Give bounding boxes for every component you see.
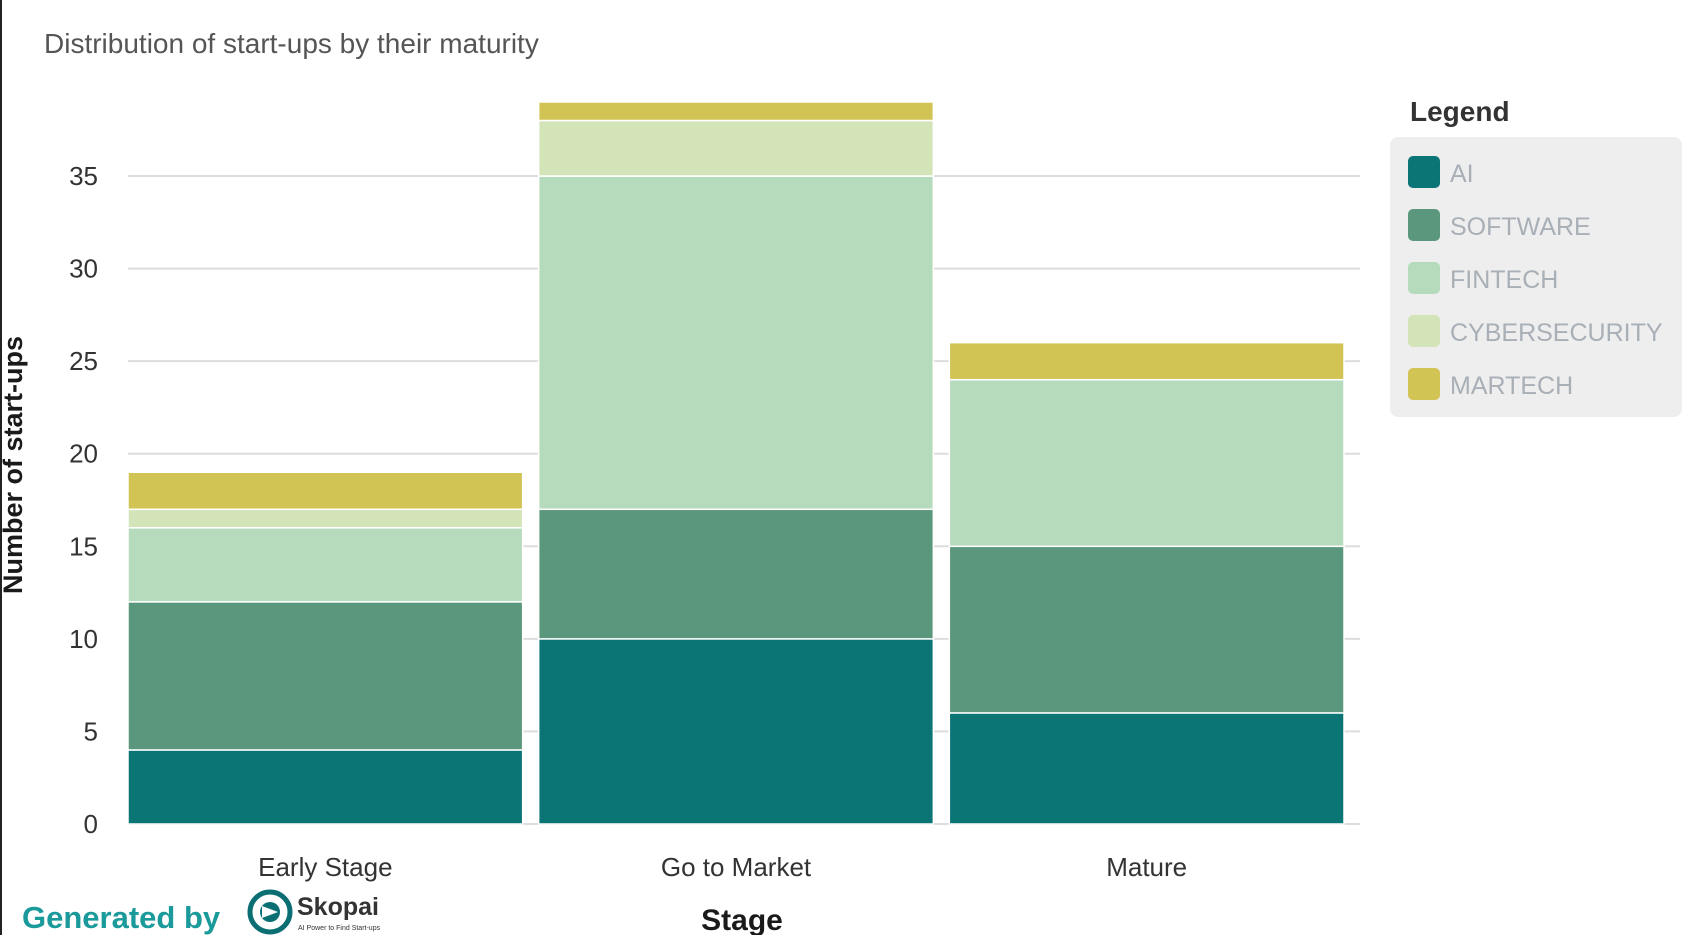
footer-branding: Generated by Skopai AI Power to Find Sta… xyxy=(22,889,381,935)
bar-segment-ai-2 xyxy=(948,712,1345,825)
legend-swatch-martech xyxy=(1408,368,1440,400)
legend-swatch-cybersecurity xyxy=(1408,315,1440,347)
x-tick-label: Go to Market xyxy=(661,852,812,882)
y-tick-label: 0 xyxy=(84,809,98,839)
x-tick-label: Early Stage xyxy=(258,852,392,882)
legend-title: Legend xyxy=(1410,96,1510,127)
bar-segment-martech-1 xyxy=(537,101,935,122)
chart-title: Distribution of start-ups by their matur… xyxy=(44,28,539,59)
x-tick-label: Mature xyxy=(1106,852,1187,882)
skopai-logo-icon xyxy=(247,889,293,935)
legend-swatch-software xyxy=(1408,209,1440,241)
legend-items: AI SOFTWARE FINTECH CYBERSECURITY MARTECH xyxy=(1408,156,1663,400)
x-axis-label: Stage xyxy=(701,904,783,935)
legend-box xyxy=(1390,137,1682,417)
x-axis-ticks: Early Stage Go to Market Mature xyxy=(258,852,1187,882)
y-axis-ticks: 0 5 10 15 20 25 30 35 xyxy=(69,161,98,839)
brand-tagline: AI Power to Find Start-ups xyxy=(298,925,381,932)
legend-label-martech: MARTECH xyxy=(1450,372,1573,400)
bar-segment-cybersecurity-0 xyxy=(127,508,524,529)
bar-segment-fintech-1 xyxy=(537,175,935,511)
legend-swatch-ai xyxy=(1408,156,1440,188)
legend-swatch-fintech xyxy=(1408,262,1440,294)
y-tick-label: 15 xyxy=(69,531,98,561)
legend-label-fintech: FINTECH xyxy=(1450,266,1558,294)
legend-label-ai: AI xyxy=(1450,160,1474,188)
bar-segment-software-0 xyxy=(127,601,524,751)
bar-segment-ai-1 xyxy=(537,638,935,825)
bar-segment-fintech-0 xyxy=(127,527,524,603)
y-tick-label: 35 xyxy=(69,161,98,191)
y-tick-label: 25 xyxy=(69,346,98,376)
bar-segment-cybersecurity-1 xyxy=(537,119,935,177)
bar-segment-ai-0 xyxy=(127,749,524,825)
bar-segment-fintech-2 xyxy=(948,378,1345,548)
legend-label-cybersecurity: CYBERSECURITY xyxy=(1450,319,1663,347)
y-tick-label: 5 xyxy=(84,716,98,746)
y-tick-label: 20 xyxy=(69,439,98,469)
bar-segment-martech-2 xyxy=(948,341,1345,381)
bar-segment-software-2 xyxy=(948,545,1345,714)
bar-segment-software-1 xyxy=(537,508,935,640)
bars xyxy=(127,101,1345,825)
legend-label-software: SOFTWARE xyxy=(1450,213,1591,241)
frame-border xyxy=(0,0,2,935)
y-tick-label: 10 xyxy=(69,624,98,654)
generated-by-text: Generated by xyxy=(22,900,221,935)
legend: Legend AI SOFTWARE FINTECH CYBERSECURITY MAR… xyxy=(1390,96,1682,417)
brand-name: Skopai xyxy=(297,893,379,921)
y-axis-label: Number of start-ups xyxy=(0,336,28,594)
bar-segment-martech-0 xyxy=(127,471,524,511)
y-tick-label: 30 xyxy=(69,254,98,284)
